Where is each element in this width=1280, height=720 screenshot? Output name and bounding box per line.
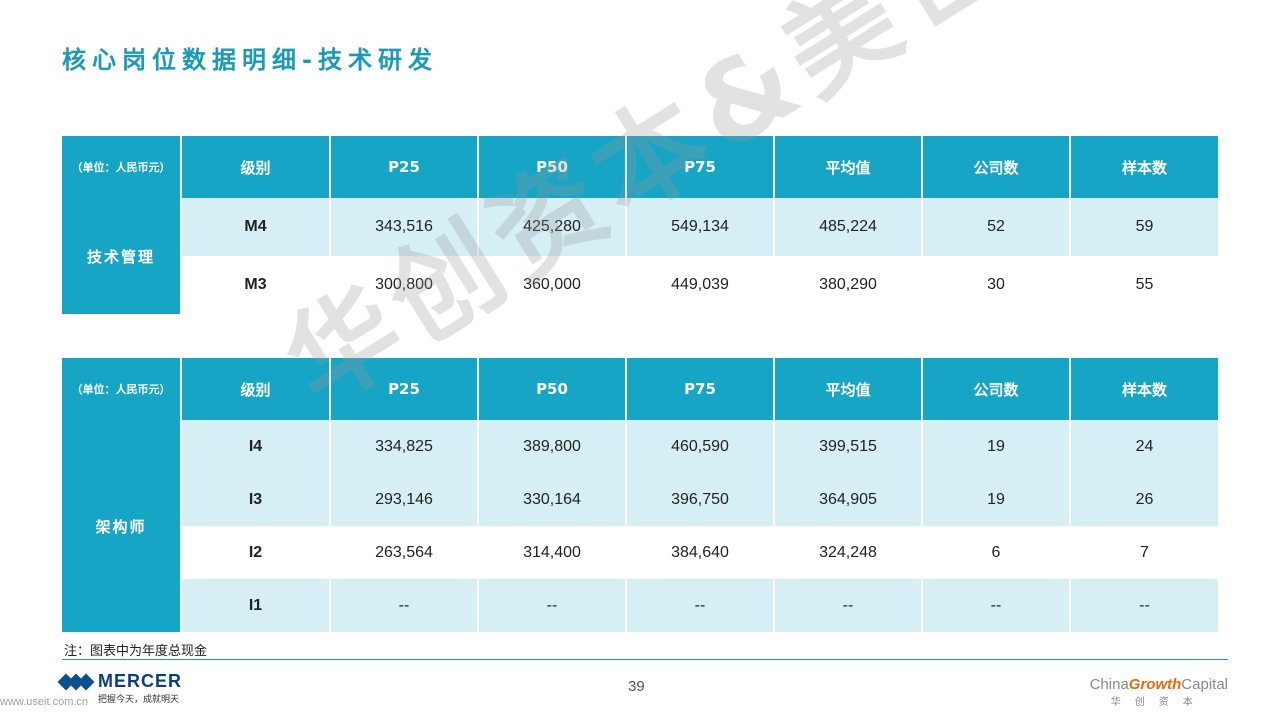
p75-cell: 549,134	[626, 198, 775, 256]
cgc-suffix: Capital	[1181, 676, 1228, 693]
samples-header: 样本数	[1070, 358, 1218, 420]
level-cell: M3	[181, 256, 331, 314]
level-header: 级别	[181, 358, 331, 420]
companies-header: 公司数	[922, 136, 1071, 198]
table-header-row: （单位：人民币元） 级别 P25 P50 P75 平均值 公司数 样本数	[62, 358, 1218, 420]
average-header: 平均值	[774, 136, 923, 198]
samples-cell: 7	[1070, 526, 1218, 579]
page-title: 核心岗位数据明细-技术研发	[62, 46, 438, 74]
samples-cell: 55	[1070, 256, 1218, 314]
unit-header: （单位：人民币元）	[62, 358, 182, 420]
page-number: 39	[628, 678, 645, 695]
companies-cell: 6	[922, 526, 1071, 579]
table-header-row: （单位：人民币元） 级别 P25 P50 P75 平均值 公司数 样本数	[62, 136, 1218, 198]
average-cell: 364,905	[774, 473, 923, 526]
level-cell: M4	[181, 198, 331, 256]
cgc-accent: Growth	[1128, 676, 1182, 693]
p50-cell: 360,000	[478, 256, 627, 314]
p25-header: P25	[330, 136, 479, 198]
samples-cell: 26	[1070, 473, 1218, 526]
p50-cell: 330,164	[478, 473, 627, 526]
mercer-name: MERCER	[98, 671, 183, 691]
samples-header: 样本数	[1070, 136, 1218, 198]
companies-header: 公司数	[922, 358, 1071, 420]
companies-cell: 19	[922, 473, 1071, 526]
cgc-prefix: China	[1089, 676, 1129, 693]
mercer-mark-icon	[57, 673, 95, 692]
average-cell: --	[774, 579, 923, 632]
cgc-subtitle: 华创资本	[1110, 697, 1207, 708]
level-cell: I4	[181, 420, 331, 473]
average-cell: 485,224	[774, 198, 923, 256]
companies-cell: 52	[922, 198, 1071, 256]
samples-cell: 59	[1070, 198, 1218, 256]
table-row: 技术管理 M4 343,516 425,280 549,134 485,224 …	[62, 198, 1218, 314]
p50-header: P50	[478, 358, 627, 420]
unit-header: （单位：人民币元）	[62, 136, 182, 198]
p50-cell: 389,800	[478, 420, 627, 473]
p25-cell: 263,564	[330, 526, 479, 579]
p25-cell: --	[330, 579, 479, 632]
p75-cell: 449,039	[626, 256, 775, 314]
china-growth-capital-logo: ChinaGrowthCapital 华创资本	[1090, 676, 1228, 708]
average-cell: 324,248	[774, 526, 923, 579]
tech-management-table: （单位：人民币元） 级别 P25 P50 P75 平均值 公司数 样本数 技术管…	[62, 136, 1218, 314]
table-row: 架构师 I4 334,825 389,800 460,590 399,515 1…	[62, 420, 1218, 632]
level-cell: I3	[181, 473, 331, 526]
companies-cell: 30	[922, 256, 1071, 314]
architect-table: （单位：人民币元） 级别 P25 P50 P75 平均值 公司数 样本数 架构师…	[62, 358, 1218, 632]
samples-cell: 24	[1070, 420, 1218, 473]
p75-cell: 396,750	[626, 473, 775, 526]
footer-divider	[62, 659, 1228, 660]
samples-cell: --	[1070, 579, 1218, 632]
p75-cell: --	[626, 579, 775, 632]
level-header: 级别	[181, 136, 331, 198]
companies-cell: 19	[922, 420, 1071, 473]
mercer-slogan: 把握今天，成就明天	[98, 695, 180, 705]
p25-cell: 293,146	[330, 473, 479, 526]
footnote: 注：图表中为年度总现金	[64, 644, 208, 659]
table-row: I1 -- -- -- -- -- --	[62, 579, 1218, 632]
p75-cell: 384,640	[626, 526, 775, 579]
p50-cell: 314,400	[478, 526, 627, 579]
average-cell: 380,290	[774, 256, 923, 314]
level-cell: I1	[181, 579, 331, 632]
mercer-logo: MERCER 把握今天，成就明天	[57, 671, 183, 705]
website-watermark: www.useit.com.cn	[0, 696, 89, 708]
p25-header: P25	[330, 358, 479, 420]
p75-cell: 460,590	[626, 420, 775, 473]
companies-cell: --	[922, 579, 1071, 632]
average-header: 平均值	[774, 358, 923, 420]
p75-header: P75	[626, 358, 775, 420]
p50-cell: --	[478, 579, 627, 632]
p75-header: P75	[626, 136, 775, 198]
table-row: M3 300,800 360,000 449,039 380,290 30 55	[62, 256, 1218, 314]
table-row: I3 293,146 330,164 396,750 364,905 19 26	[62, 473, 1218, 526]
average-cell: 399,515	[774, 420, 923, 473]
p50-cell: 425,280	[478, 198, 627, 256]
p25-cell: 343,516	[330, 198, 479, 256]
group-label: 架构师	[62, 420, 182, 632]
p25-cell: 334,825	[330, 420, 479, 473]
level-cell: I2	[181, 526, 331, 579]
p50-header: P50	[478, 136, 627, 198]
group-label: 技术管理	[62, 198, 182, 314]
table-row: I2 263,564 314,400 384,640 324,248 6 7	[62, 526, 1218, 579]
p25-cell: 300,800	[330, 256, 479, 314]
